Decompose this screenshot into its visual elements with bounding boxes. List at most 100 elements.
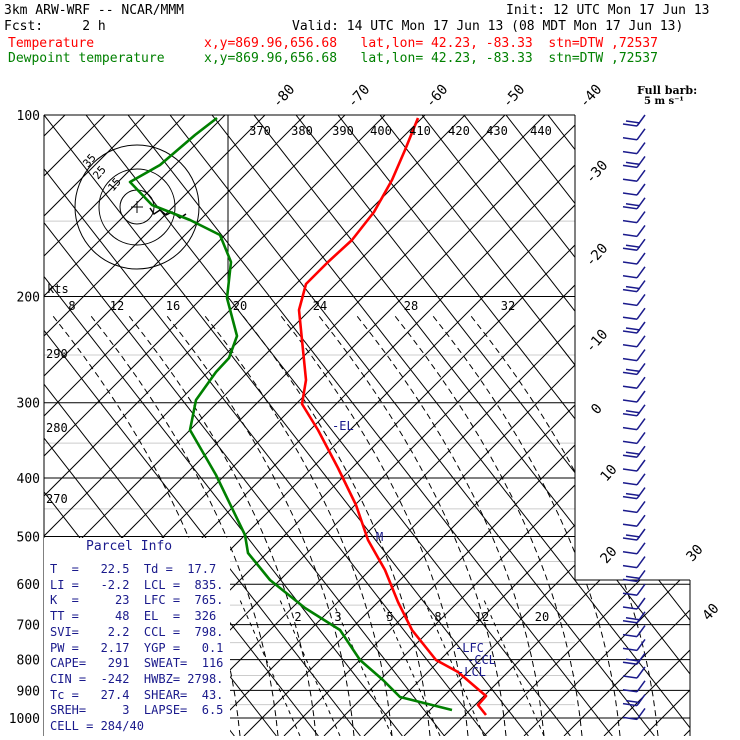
temp-tick--70: -70: [345, 82, 374, 112]
wind-barb-flag-42-0: [622, 702, 638, 707]
wind-barb-shaft-13: [636, 293, 646, 306]
hodo-speed-label-12: 12: [110, 299, 124, 313]
wind-barb-flag-40-0: [622, 675, 638, 679]
wind-barb-shaft-43: [636, 707, 646, 720]
isotherm--9: [44, 115, 306, 736]
hodo-speed-label-28: 28: [404, 299, 418, 313]
wind-barb-flag-15-0: [622, 330, 638, 334]
isotherm-17: [724, 115, 740, 736]
wind-barb-shaft-28: [636, 500, 646, 513]
wind-barb-flag-5-0: [622, 192, 638, 196]
isobar-label-800: 800: [17, 654, 40, 669]
wind-barb-flag-30-0: [622, 537, 638, 541]
wind-barb-flag-7-0: [622, 219, 638, 224]
mixing-ratio-label-12: 12: [475, 610, 489, 624]
wind-barb-shaft-36: [636, 611, 646, 624]
wind-barb-shaft-20: [636, 390, 646, 403]
wind-barb-shaft-4: [636, 169, 646, 182]
wind-barb-flag-6-0: [622, 206, 638, 210]
wind-barb-flag-12-1: [625, 285, 641, 290]
wind-barb-shaft-39: [636, 652, 646, 665]
wind-barb-shaft-14: [636, 307, 646, 320]
series-temperature: [297, 117, 488, 716]
wind-barb-shaft-24: [636, 445, 646, 458]
wind-barb-flag-24-1: [625, 451, 641, 455]
dry-adiabat-5: [253, 115, 690, 736]
moist-adiabat-4: [204, 315, 393, 736]
isotherm-14: [603, 115, 690, 736]
temp-tick--20: -20: [583, 241, 612, 271]
isotherm-15: [643, 115, 690, 736]
mixing-ratio-line-3: [279, 599, 341, 736]
header-line2-right: Valid: 14 UTC Mon 17 Jun 13 (08 MDT Mon …: [292, 19, 684, 34]
isotherm-4: [203, 115, 690, 736]
height-label-270: 270: [46, 492, 68, 506]
wind-barb-flag-43-0: [622, 716, 638, 721]
moist-adiabat-11: [470, 315, 659, 736]
isotherm--3: [44, 115, 546, 736]
wind-barb-flag-31-0: [622, 551, 638, 555]
marker-lfc: -LFC: [455, 641, 484, 655]
wind-barb-flag-37-0: [622, 633, 638, 638]
dry-adiabat--3: [44, 115, 403, 736]
wind-barb-flag-36-1: [625, 617, 641, 621]
moist-adiabat-7: [318, 315, 507, 736]
wind-barb-flag-8-0: [622, 233, 638, 238]
wind-barb-shaft-12: [636, 280, 646, 293]
wind-barb-flag-0-0: [622, 123, 638, 127]
height-label-280: 280: [46, 421, 68, 435]
temp-legend-info: x,y=869.96,656.68 lat,lon= 42.23, -83.33…: [204, 36, 658, 51]
temp-tick--50: -50: [500, 82, 529, 112]
wind-barb-shaft-3: [636, 155, 646, 168]
wind-barb-flag-12-0: [622, 288, 638, 293]
dry-adiabat-3: [169, 115, 655, 736]
wind-barb-flag-10-0: [622, 261, 638, 265]
wind-barb-flag-3-0: [622, 164, 638, 169]
hodo-speed-label-32: 32: [501, 299, 515, 313]
isotherm-16: [683, 115, 690, 736]
header-line1-left: 3km ARW-WRF -- NCAR/MMM: [4, 3, 185, 18]
mixing-ratio-line-8: [379, 599, 441, 736]
dry-adiabat-14: [631, 115, 690, 736]
mixing-ratio-line-20: [483, 599, 545, 736]
wind-barb-shaft-16: [636, 335, 646, 348]
dew-legend-info: x,y=869.96,656.68 lat,lon= 42.23, -83.33…: [204, 51, 658, 66]
wind-barb-flag-6-1: [625, 203, 641, 207]
wind-barb-shaft-2: [636, 142, 646, 155]
series-dewpoint: [128, 116, 453, 712]
wind-barb-flag-4-0: [622, 178, 638, 182]
header-line1-right: Init: 12 UTC Mon 17 Jun 13: [506, 3, 710, 18]
isobar-label-900: 900: [17, 684, 40, 699]
isotherm--10: [44, 115, 266, 736]
wind-barb-flag-0-1: [625, 120, 641, 124]
wind-barb-flag-36-0: [622, 620, 638, 624]
wind-barb-shaft-37: [636, 625, 646, 638]
wind-barb-flag-21-0: [622, 413, 638, 417]
wind-barb-flag-16-0: [622, 344, 638, 348]
temp-tick--40: -40: [577, 82, 606, 112]
mixing-ratio-label-2: 2: [294, 610, 301, 624]
wind-barb-flag-19-0: [622, 385, 638, 389]
wind-barb-shaft-6: [636, 197, 646, 210]
height-label-290: 290: [46, 347, 68, 361]
wind-barb-shaft-31: [636, 542, 646, 555]
moist-adiabat-3: [166, 315, 355, 736]
isotherm--5: [44, 115, 466, 736]
wind-barb-shaft-9: [636, 238, 646, 251]
wind-barb-flag-20-0: [622, 399, 638, 403]
dry-adiabat-6: [295, 115, 690, 736]
mixing-ratio-line-12: [423, 599, 485, 736]
kts-label: kts: [47, 282, 69, 296]
wind-barb-flag-25-0: [622, 468, 638, 472]
temp-tick--80: -80: [270, 82, 299, 112]
dry-adiabat--4: [44, 115, 361, 736]
isotherm-12: [523, 115, 690, 736]
parcel-info-row: K = 23 LFC = 765.: [50, 593, 224, 608]
isotherm--12: [44, 115, 186, 736]
dry-adiabat-10: [463, 115, 690, 736]
wind-barb-shaft-1: [636, 128, 646, 141]
wind-barb-flag-21-1: [625, 410, 641, 414]
marker-lcl: -LCL: [457, 665, 486, 679]
parcel-info-row: SVI= 2.2 CCL = 798.: [50, 624, 224, 639]
dry-adiabat-16: [716, 115, 740, 736]
